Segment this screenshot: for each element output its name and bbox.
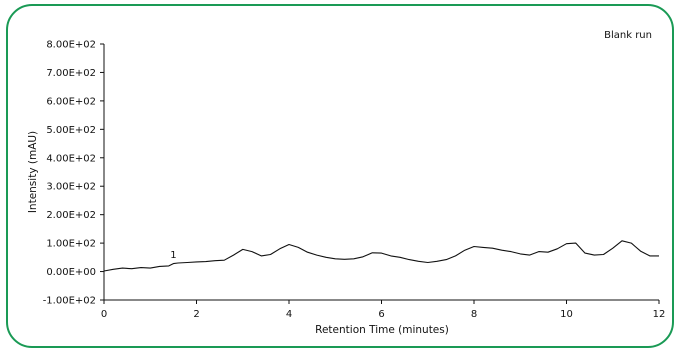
axes: [103, 44, 659, 301]
x-tick-label: 2: [193, 309, 199, 320]
x-tick-label: 6: [378, 309, 384, 320]
x-tick-label: 8: [471, 309, 477, 320]
peak-label: 1: [170, 250, 176, 261]
series-layer: [103, 240, 659, 272]
y-tick-label: 3.00E+02: [46, 182, 96, 193]
x-tick-label: 4: [286, 309, 292, 320]
y-tick-label: 1.00E+02: [46, 239, 96, 250]
x-axis-label: Retention Time (minutes): [315, 324, 449, 336]
x-ticks: 0 2 4 6 8 10 12: [101, 300, 666, 320]
y-tick-label: 4.00E+02: [46, 153, 96, 164]
x-tick-label: 10: [560, 309, 573, 320]
y-tick-label: 7.00E+02: [46, 68, 96, 79]
y-tick-label: 6.00E+02: [46, 96, 96, 107]
x-tick-label: 12: [653, 309, 666, 320]
y-tick-label: 8.00E+02: [46, 40, 96, 51]
x-tick-label: 0: [101, 309, 107, 320]
y-tick-label: 2.00E+02: [46, 210, 96, 221]
y-tick-label: 5.00E+02: [46, 125, 96, 136]
y-axis-label: Intensity (mAU): [27, 131, 39, 213]
series-line: [103, 240, 659, 272]
y-ticks: -1.00E+02 0.00E+00 1.00E+02 2.00E+02 3.00E+0…: [43, 40, 104, 307]
y-tick-label: 0.00E+00: [46, 267, 96, 278]
y-tick-label: -1.00E+02: [43, 296, 96, 307]
chart-annotation: Blank run: [604, 30, 652, 41]
chart-frame: [6, 4, 674, 348]
